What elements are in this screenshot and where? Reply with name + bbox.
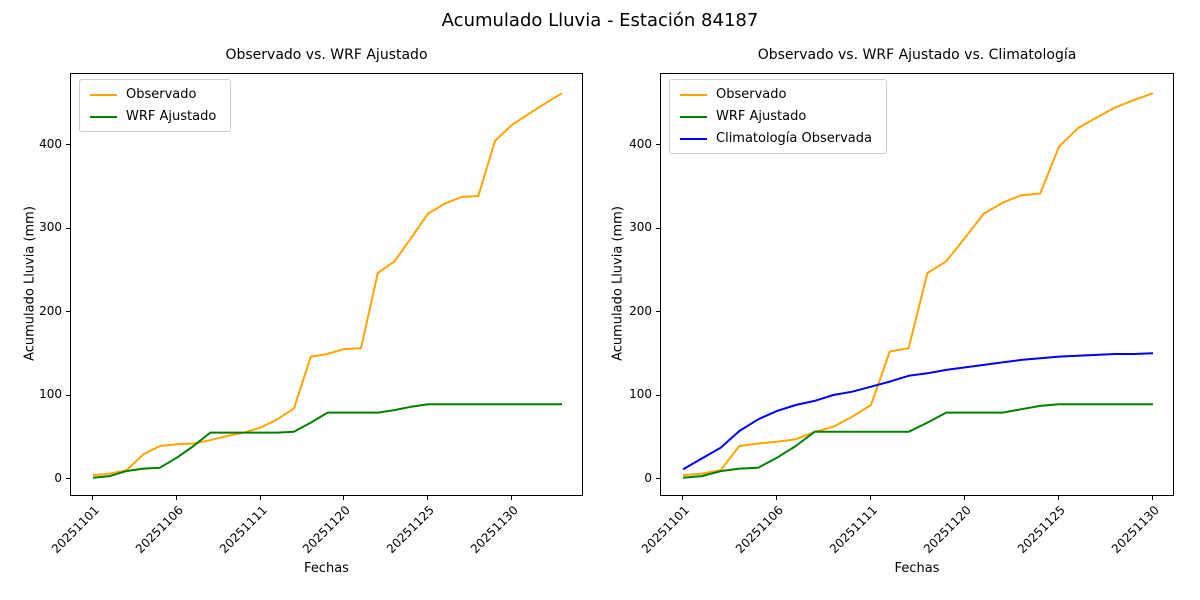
right-y-tick-label: 400 <box>629 136 652 151</box>
left-x-tickmark <box>510 496 512 500</box>
right-line-observado <box>682 92 1154 477</box>
left-y-tickmark <box>66 478 70 480</box>
right-y-tick-label: 0 <box>644 470 652 485</box>
left-x-tickmark <box>175 496 177 500</box>
left-legend-label: Observado <box>126 87 197 102</box>
wrf-ajustado-line-swatch <box>90 115 117 118</box>
right-legend-label: WRF Ajustado <box>716 109 807 124</box>
left-x-tickmark <box>343 496 345 500</box>
right-y-tick-label: 100 <box>629 387 652 402</box>
left-legend-item: Observado <box>90 87 216 102</box>
left-y-tickmark <box>66 144 70 146</box>
right-legend-item: Observado <box>680 87 872 102</box>
right-legend-label: Climatología Observada <box>716 131 872 146</box>
left-line-observado <box>92 92 563 477</box>
right-legend-item: Climatología Observada <box>680 131 872 146</box>
left-y-tickmark <box>66 394 70 396</box>
right-x-tickmark <box>776 496 777 500</box>
right-legend: Observado WRF Ajustado Climatología Observ… <box>669 79 887 154</box>
left-legend: Observado WRF Ajustado <box>79 79 232 132</box>
left-line-wrf-ajustado <box>92 403 562 479</box>
right-x-tickmark <box>1058 496 1059 500</box>
left-y-tick-label: 400 <box>39 136 62 151</box>
left-x-tickmark <box>92 496 93 500</box>
left-x-axis-label: Fechas <box>304 561 349 576</box>
right-line-wrf-ajustado <box>682 403 1153 479</box>
left-y-tick-label: 300 <box>39 220 62 235</box>
left-legend-label: WRF Ajustado <box>126 109 217 124</box>
left-y-tick-label: 100 <box>39 387 62 402</box>
right-x-tickmark <box>1152 496 1153 500</box>
right-y-tickmark <box>656 394 660 396</box>
right-x-tickmark <box>870 496 871 500</box>
right-y-tick-label: 300 <box>629 220 652 235</box>
right-y-tickmark <box>656 144 660 146</box>
right-x-tickmark <box>682 496 683 500</box>
right-y-tick-label: 200 <box>629 303 652 318</box>
right-x-tickmark <box>964 496 965 500</box>
climatolog-a-observada-line-swatch <box>680 137 707 140</box>
left-y-tickmark <box>66 311 70 313</box>
right-plot-title: Observado vs. WRF Ajustado vs. Climatolo… <box>757 47 1077 63</box>
left-plot-title: Observado vs. WRF Ajustado <box>225 47 428 63</box>
left-y-tick-label: 200 <box>39 303 62 318</box>
right-legend-label: Observado <box>716 87 787 102</box>
right-line-climatolog-a-observada <box>682 352 1154 471</box>
right-x-axis-label: Fechas <box>894 561 940 576</box>
observado-line-swatch <box>680 93 707 96</box>
left-x-tickmark <box>427 496 428 500</box>
right-y-tickmark <box>656 478 660 480</box>
observado-line-swatch <box>90 93 117 96</box>
left-y-tick-label: 0 <box>54 470 62 485</box>
left-x-tickmark <box>259 496 261 500</box>
left-legend-item: WRF Ajustado <box>90 109 216 124</box>
figure-title: Acumulado Lluvia - Estación 84187 <box>441 10 759 31</box>
right-y-tickmark <box>656 311 660 313</box>
wrf-ajustado-line-swatch <box>680 115 707 118</box>
right-y-tickmark <box>656 227 660 229</box>
right-plot-canvas <box>682 92 1154 479</box>
right-legend-item: WRF Ajustado <box>680 109 872 124</box>
left-y-tickmark <box>66 227 70 229</box>
left-plot-area <box>70 73 583 496</box>
left-plot-canvas <box>92 92 563 479</box>
